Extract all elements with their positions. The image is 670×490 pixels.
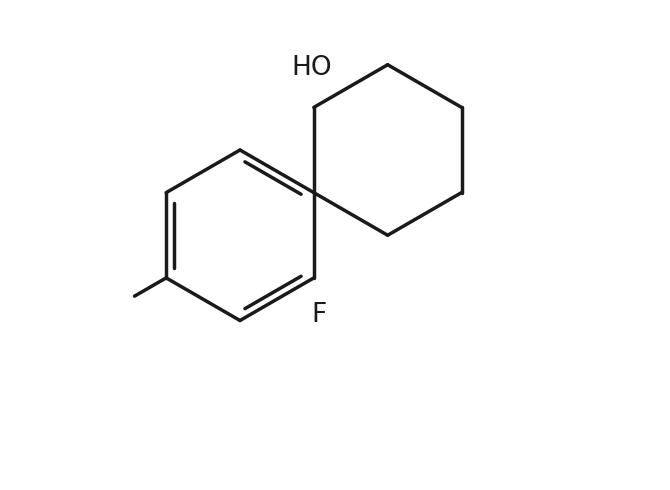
Text: F: F bbox=[311, 302, 326, 328]
Text: HO: HO bbox=[291, 54, 332, 80]
